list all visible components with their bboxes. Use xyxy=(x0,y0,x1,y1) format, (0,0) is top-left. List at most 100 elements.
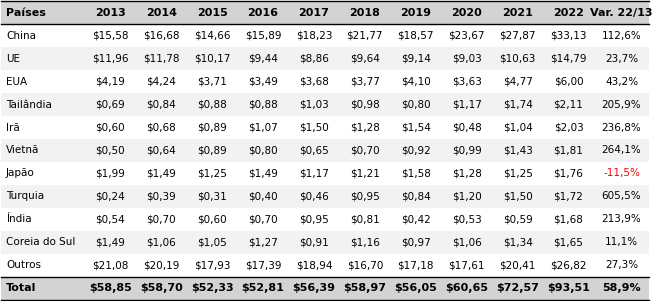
Text: $11,78: $11,78 xyxy=(143,54,180,64)
Text: $0,42: $0,42 xyxy=(401,214,431,224)
Text: EUA: EUA xyxy=(6,77,27,87)
Text: $60,65: $60,65 xyxy=(446,283,488,293)
Text: -11,5%: -11,5% xyxy=(603,169,640,178)
Text: $0,95: $0,95 xyxy=(299,214,329,224)
Text: $17,61: $17,61 xyxy=(448,260,485,270)
Text: $0,60: $0,60 xyxy=(197,214,227,224)
Text: $1,43: $1,43 xyxy=(503,145,533,156)
Text: $0,88: $0,88 xyxy=(248,100,278,110)
Text: $3,49: $3,49 xyxy=(248,77,278,87)
Text: 236,8%: 236,8% xyxy=(602,123,642,132)
Text: $0,46: $0,46 xyxy=(299,191,329,201)
Text: $72,57: $72,57 xyxy=(496,283,539,293)
Text: $0,95: $0,95 xyxy=(350,191,379,201)
Text: $0,97: $0,97 xyxy=(401,237,431,247)
Text: $10,63: $10,63 xyxy=(500,54,536,64)
Text: Total: Total xyxy=(6,283,36,293)
Text: $23,67: $23,67 xyxy=(448,31,485,41)
Text: Tailândia: Tailândia xyxy=(6,100,51,110)
Text: 264,1%: 264,1% xyxy=(602,145,642,156)
Text: 112,6%: 112,6% xyxy=(602,31,642,41)
Text: $4,19: $4,19 xyxy=(95,77,125,87)
Text: $52,33: $52,33 xyxy=(191,283,234,293)
Bar xyxy=(1,208,649,231)
Text: $1,28: $1,28 xyxy=(350,123,379,132)
Text: $1,21: $1,21 xyxy=(350,169,379,178)
Text: 213,9%: 213,9% xyxy=(602,214,642,224)
Text: $27,87: $27,87 xyxy=(500,31,536,41)
Text: $52,81: $52,81 xyxy=(242,283,284,293)
Text: $18,94: $18,94 xyxy=(296,260,332,270)
Text: 2017: 2017 xyxy=(298,8,329,18)
Bar xyxy=(1,24,649,47)
Text: $1,16: $1,16 xyxy=(350,237,379,247)
Text: $1,74: $1,74 xyxy=(503,100,533,110)
Bar xyxy=(1,162,649,185)
Bar xyxy=(1,93,649,116)
Text: $3,68: $3,68 xyxy=(299,77,329,87)
Text: $0,89: $0,89 xyxy=(197,123,227,132)
Text: $0,81: $0,81 xyxy=(350,214,379,224)
Text: $0,98: $0,98 xyxy=(350,100,379,110)
Text: $0,70: $0,70 xyxy=(248,214,278,224)
Text: $0,50: $0,50 xyxy=(96,145,125,156)
Text: $1,72: $1,72 xyxy=(554,191,583,201)
Text: $0,53: $0,53 xyxy=(452,214,482,224)
Text: $0,24: $0,24 xyxy=(96,191,125,201)
Text: 58,9%: 58,9% xyxy=(602,283,641,293)
Text: $4,10: $4,10 xyxy=(401,77,431,87)
Text: $1,20: $1,20 xyxy=(452,191,482,201)
Text: $1,99: $1,99 xyxy=(95,169,125,178)
Text: $10,17: $10,17 xyxy=(194,54,230,64)
Text: $1,54: $1,54 xyxy=(401,123,431,132)
Text: $1,50: $1,50 xyxy=(299,123,329,132)
Text: 2013: 2013 xyxy=(95,8,125,18)
Text: Vietnã: Vietnã xyxy=(6,145,40,156)
Text: $0,68: $0,68 xyxy=(147,123,176,132)
Text: $3,77: $3,77 xyxy=(350,77,379,87)
Text: $8,86: $8,86 xyxy=(299,54,329,64)
Text: Japão: Japão xyxy=(6,169,35,178)
Text: $6,00: $6,00 xyxy=(554,77,583,87)
Text: $15,58: $15,58 xyxy=(92,31,129,41)
Text: $0,70: $0,70 xyxy=(147,214,176,224)
Text: $4,24: $4,24 xyxy=(147,77,176,87)
Text: 2019: 2019 xyxy=(400,8,431,18)
Text: Turquia: Turquia xyxy=(6,191,44,201)
Text: 2018: 2018 xyxy=(349,8,380,18)
Text: 11,1%: 11,1% xyxy=(605,237,638,247)
Bar xyxy=(1,2,649,24)
Text: $11,96: $11,96 xyxy=(92,54,129,64)
Text: $3,71: $3,71 xyxy=(197,77,227,87)
Text: $0,60: $0,60 xyxy=(96,123,125,132)
Text: $0,88: $0,88 xyxy=(197,100,227,110)
Text: $1,07: $1,07 xyxy=(248,123,278,132)
Text: $9,14: $9,14 xyxy=(401,54,431,64)
Text: $26,82: $26,82 xyxy=(550,260,587,270)
Text: 2015: 2015 xyxy=(197,8,228,18)
Text: $1,06: $1,06 xyxy=(147,237,176,247)
Text: 2014: 2014 xyxy=(146,8,177,18)
Text: Var. 22/13: Var. 22/13 xyxy=(590,8,653,18)
Text: $0,64: $0,64 xyxy=(147,145,176,156)
Text: Irã: Irã xyxy=(6,123,20,132)
Text: $15,89: $15,89 xyxy=(245,31,281,41)
Text: China: China xyxy=(6,31,36,41)
Text: $1,65: $1,65 xyxy=(554,237,583,247)
Text: $0,84: $0,84 xyxy=(147,100,176,110)
Text: $1,28: $1,28 xyxy=(451,169,482,178)
Text: $0,99: $0,99 xyxy=(452,145,482,156)
Text: $0,40: $0,40 xyxy=(248,191,278,201)
Text: $0,91: $0,91 xyxy=(299,237,329,247)
Text: $18,23: $18,23 xyxy=(296,31,332,41)
Text: $1,49: $1,49 xyxy=(147,169,176,178)
Text: $58,70: $58,70 xyxy=(140,283,183,293)
Text: Outros: Outros xyxy=(6,260,41,270)
Text: $1,03: $1,03 xyxy=(299,100,329,110)
Text: $1,25: $1,25 xyxy=(503,169,533,178)
Text: $14,79: $14,79 xyxy=(550,54,587,64)
Text: UE: UE xyxy=(6,54,20,64)
Text: $1,76: $1,76 xyxy=(554,169,583,178)
Text: 205,9%: 205,9% xyxy=(602,100,642,110)
Text: 2016: 2016 xyxy=(248,8,279,18)
